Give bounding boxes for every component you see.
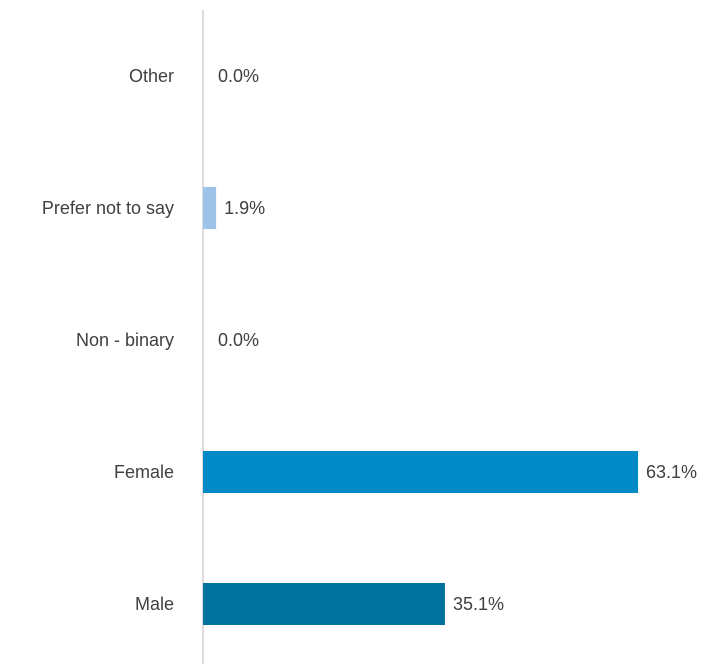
bar bbox=[203, 187, 217, 229]
category-label: Male bbox=[135, 594, 174, 614]
bar bbox=[203, 583, 445, 625]
data-label: 1.9% bbox=[224, 198, 265, 218]
data-label: 63.1% bbox=[646, 462, 697, 482]
data-label: 0.0% bbox=[218, 330, 259, 350]
category-label: Non - binary bbox=[76, 330, 174, 350]
bars-layer bbox=[203, 187, 638, 625]
bar bbox=[203, 451, 638, 493]
category-label: Prefer not to say bbox=[42, 198, 174, 218]
labels-layer: Other 0.0% Prefer not to say 1.9% Non - bina… bbox=[42, 66, 697, 614]
data-label: 0.0% bbox=[218, 66, 259, 86]
data-label: 35.1% bbox=[453, 594, 504, 614]
category-label: Other bbox=[129, 66, 174, 86]
category-label: Female bbox=[114, 462, 174, 482]
